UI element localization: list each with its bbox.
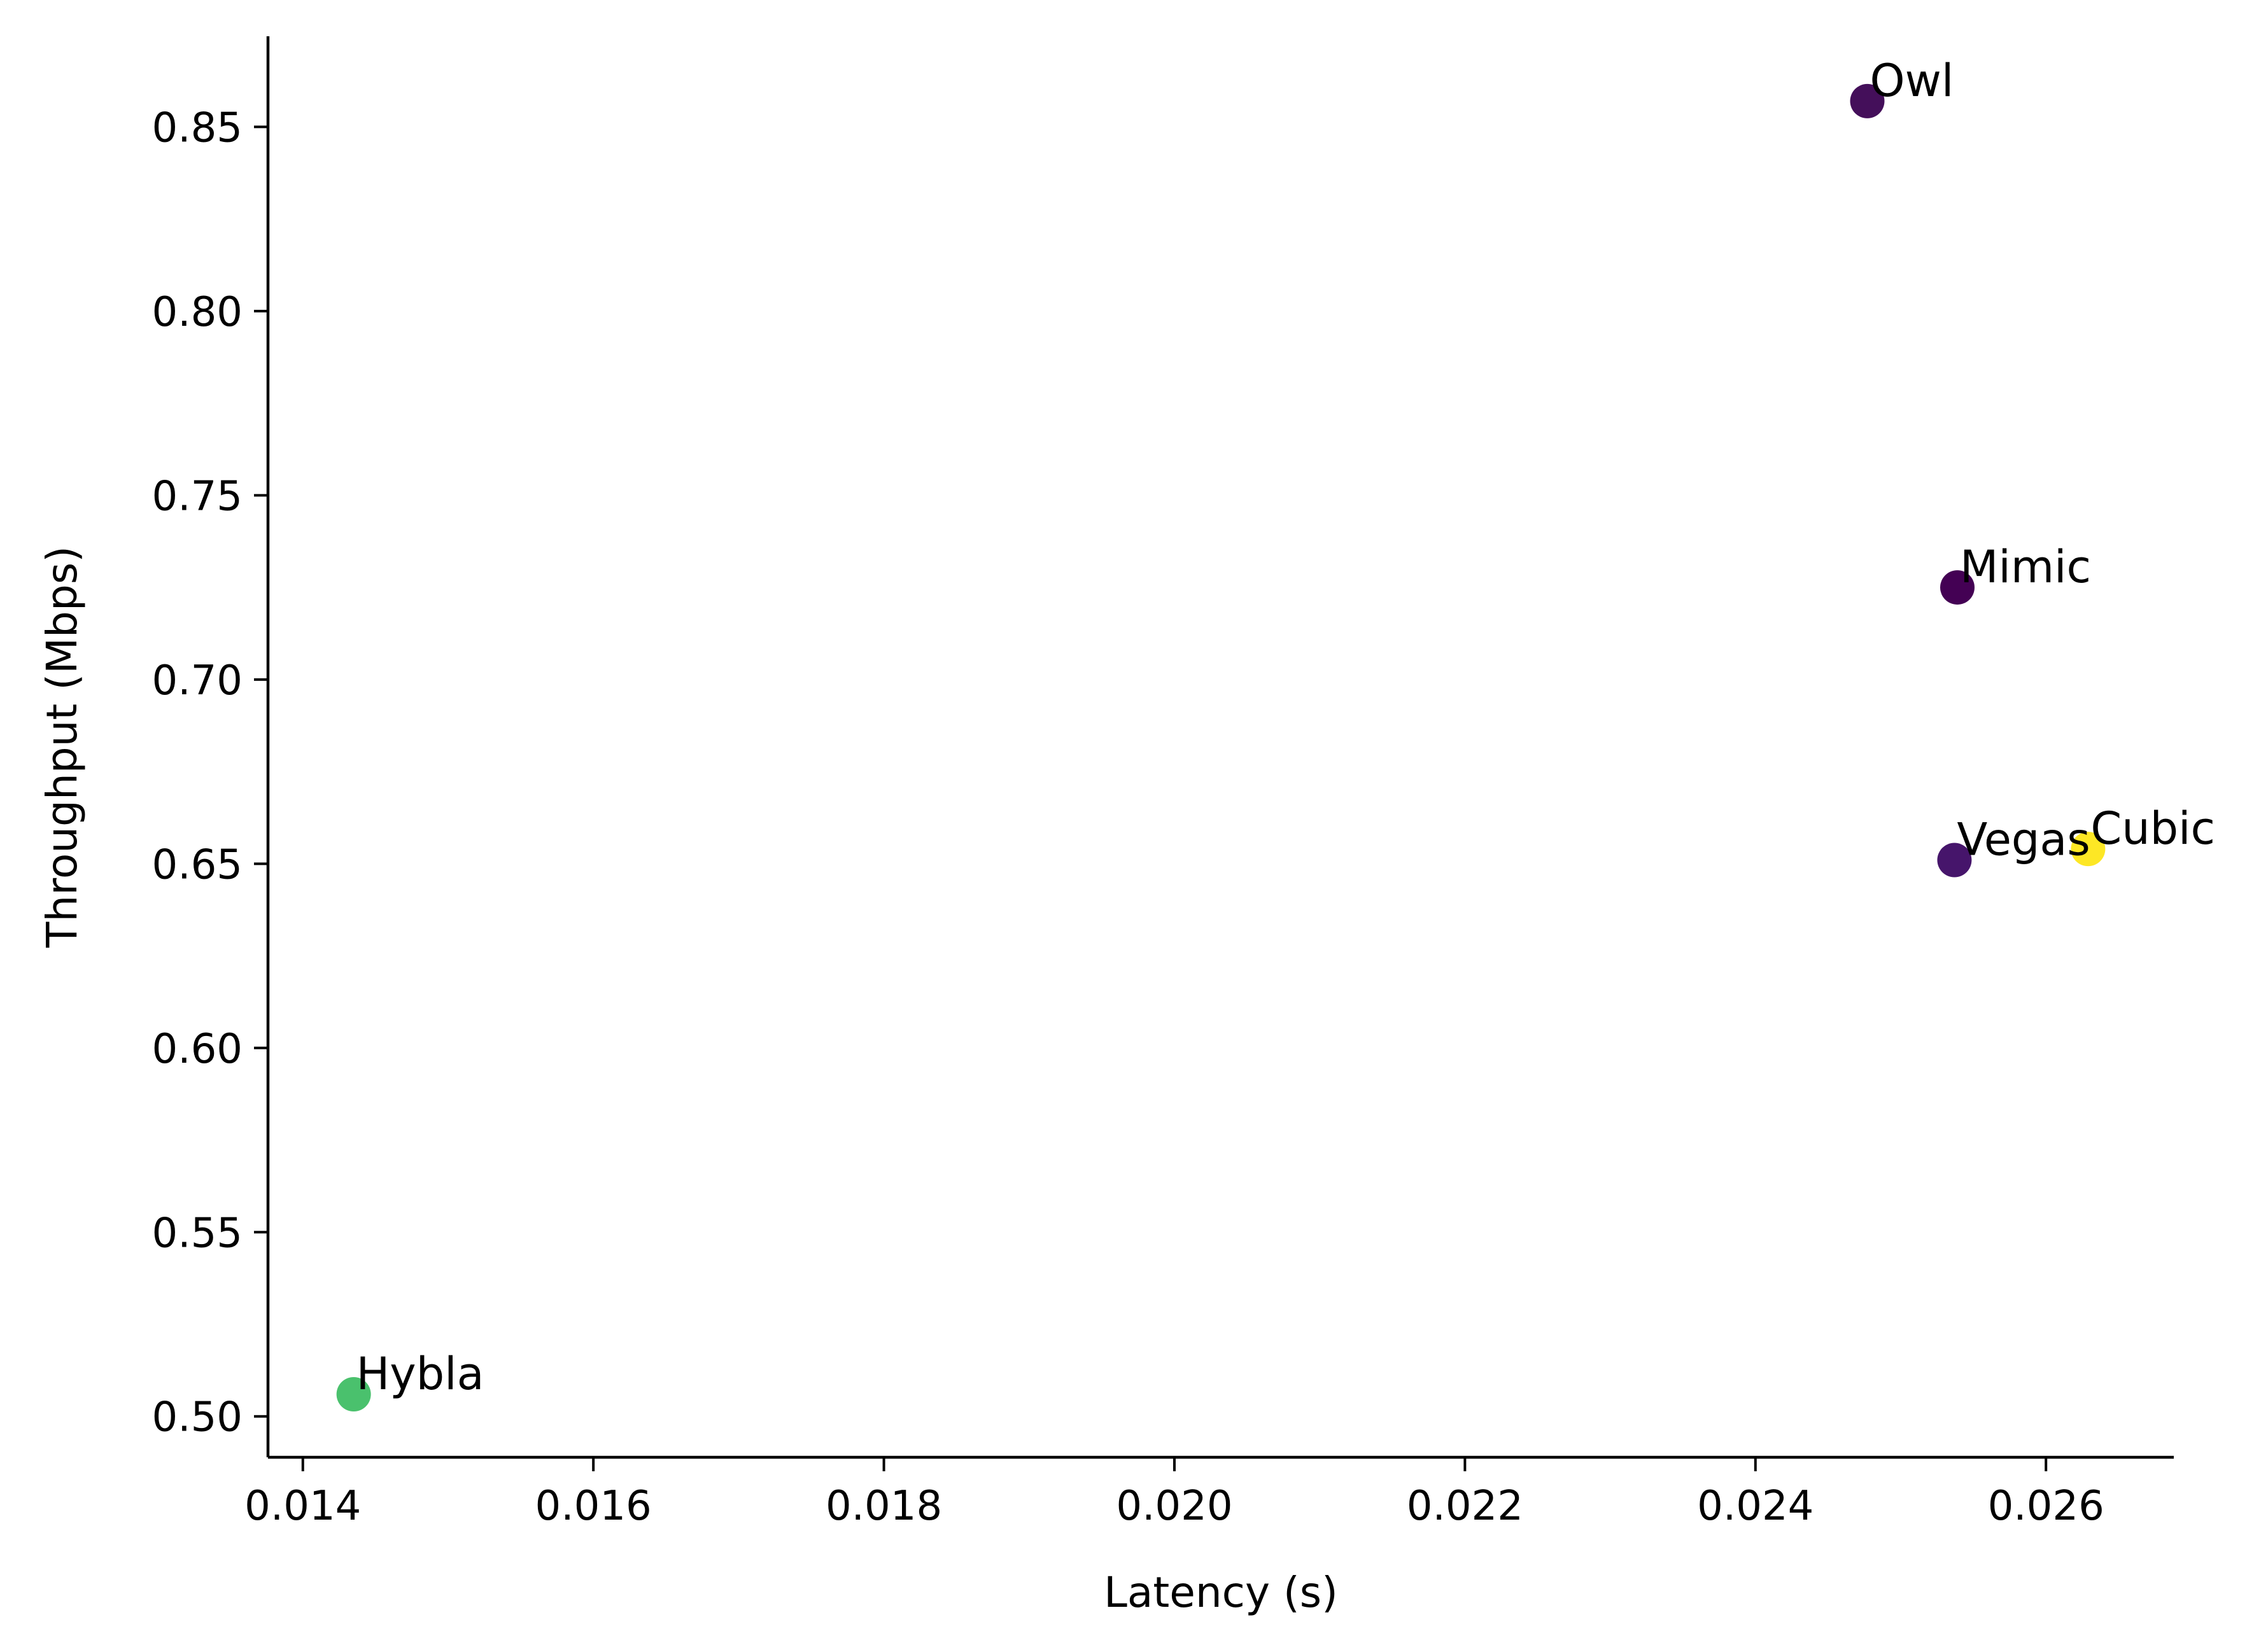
data-point-vegas bbox=[1937, 843, 1972, 878]
data-points bbox=[336, 83, 2106, 1411]
point-label-owl: Owl bbox=[1870, 55, 1954, 107]
x-tick-label: 0.018 bbox=[826, 1483, 942, 1530]
x-tick-label: 0.024 bbox=[1697, 1483, 1814, 1530]
point-label-mimic: Mimic bbox=[1960, 541, 2091, 593]
y-tick-label: 0.60 bbox=[152, 1026, 243, 1073]
point-label-hybla: Hybla bbox=[356, 1348, 484, 1400]
axes: 0.014 0.016 0.018 0.020 0.022 0.024 0.026 0.50 0… bbox=[152, 36, 2174, 1530]
point-labels: Owl Mimic Vegas Cubic Hybla bbox=[356, 55, 2215, 1400]
y-axis-title: Throughput (Mbps) bbox=[38, 546, 87, 948]
y-tick-label: 0.80 bbox=[152, 289, 243, 336]
point-label-vegas: Vegas bbox=[1957, 814, 2090, 866]
x-axis-title: Latency (s) bbox=[1104, 1568, 1338, 1617]
y-tick-label: 0.70 bbox=[152, 657, 243, 704]
data-point-hybla bbox=[336, 1377, 371, 1411]
data-point-owl bbox=[1850, 83, 1885, 118]
data-point-cubic bbox=[2071, 832, 2106, 867]
data-point-mimic bbox=[1940, 570, 1975, 605]
y-tick-label: 0.85 bbox=[152, 104, 243, 151]
x-tick-label: 0.014 bbox=[244, 1483, 361, 1530]
y-tick-label: 0.50 bbox=[152, 1394, 243, 1441]
y-tick-label: 0.75 bbox=[152, 473, 243, 520]
x-tick-label: 0.026 bbox=[1988, 1483, 2104, 1530]
x-tick-label: 0.020 bbox=[1116, 1483, 1232, 1530]
y-tick-label: 0.65 bbox=[152, 841, 243, 888]
x-tick-label: 0.022 bbox=[1407, 1483, 1523, 1530]
y-tick-label: 0.55 bbox=[152, 1210, 243, 1257]
point-label-cubic: Cubic bbox=[2090, 802, 2215, 855]
x-tick-label: 0.016 bbox=[535, 1483, 652, 1530]
